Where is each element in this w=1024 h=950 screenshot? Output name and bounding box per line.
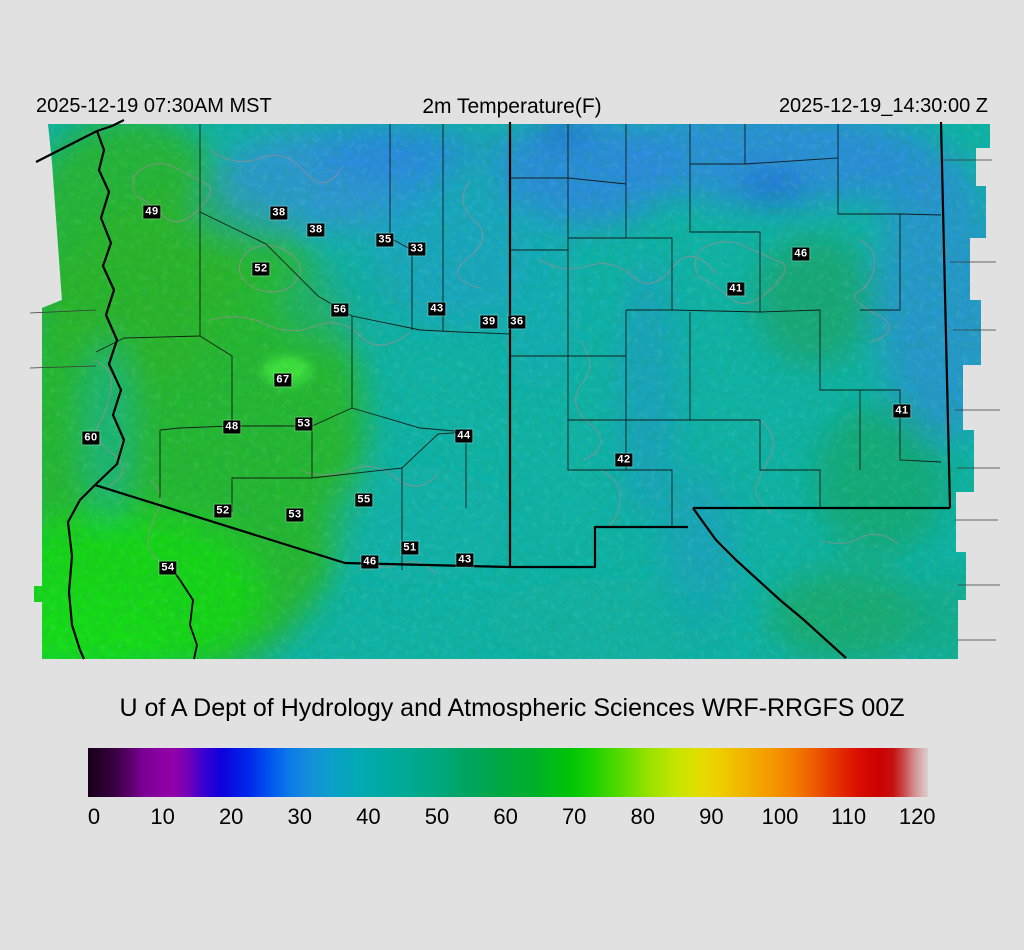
colorbar-tick-label: 10	[150, 804, 175, 829]
colorado-river-border	[94, 130, 126, 486]
colorbar-tick-label: 80	[630, 804, 656, 829]
caption: U of A Dept of Hydrology and Atmospheric…	[119, 694, 905, 722]
nevada-border	[35, 119, 125, 163]
newmexico-texas-east-border	[939, 121, 952, 509]
map-title: 2m Temperature(F)	[422, 95, 602, 118]
colorbar-tick-label: 50	[424, 804, 450, 829]
colorbar-tick-label: 60	[493, 804, 518, 829]
valid-time-utc: 2025-12-19_14:30:00 Z	[778, 95, 988, 117]
colorbar-tick-label: 0	[87, 804, 101, 829]
colorbar-tick-label: 70	[561, 804, 587, 829]
offmap-borders	[29, 159, 1000, 641]
colorbar-tick-label: 100	[761, 804, 799, 829]
rio-grande-border	[692, 507, 847, 659]
state-borders	[35, 119, 952, 660]
colorbar-tick-label: 90	[699, 804, 724, 829]
colorbar-tick-label: 110	[831, 804, 867, 829]
county-borders	[95, 124, 942, 570]
colorbar	[88, 748, 928, 797]
mexico-interior-line	[167, 562, 198, 660]
newmexico-mexico-border	[510, 525, 688, 569]
river-south	[66, 484, 96, 660]
colorbar-tick-label: 20	[218, 804, 244, 829]
valid-time-local: 2025-12-19 07:30AM MST	[36, 95, 272, 117]
arizona-mexico-border	[94, 483, 511, 569]
colorbar-tick-label: 40	[356, 804, 381, 829]
contour-lines	[94, 149, 899, 575]
colorbar-tick-label: 120	[898, 804, 936, 829]
colorbar-tick-label: 30	[287, 804, 313, 829]
